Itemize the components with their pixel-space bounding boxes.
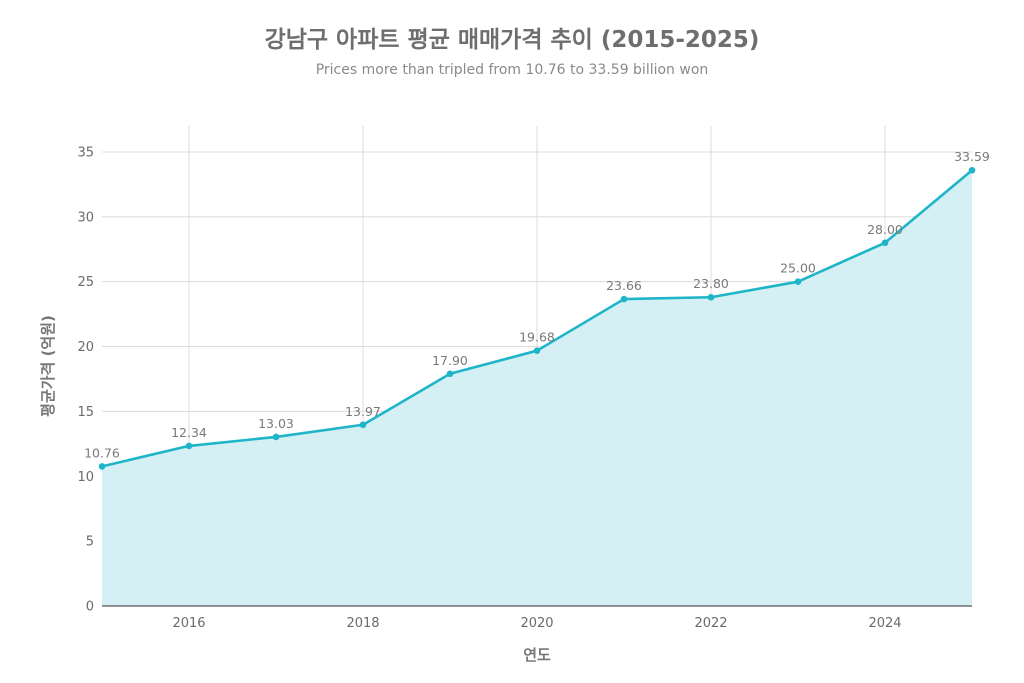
x-tick-label: 2020 [520,616,553,631]
data-point [707,293,715,301]
chart-title: 강남구 아파트 평균 매매가격 추이 (2015-2025) [264,27,760,53]
y-axis-title: 평균가격 (억원) [39,315,57,417]
data-point [98,463,106,470]
y-tick-label: 30 [77,210,94,225]
data-label: 17.90 [432,353,468,368]
data-point [620,295,628,303]
y-tick-label: 0 [86,600,94,615]
x-tick-label: 2024 [868,616,901,631]
data-label: 23.80 [693,276,729,291]
y-tick-label: 20 [77,340,94,355]
data-point [533,347,541,354]
x-axis-title: 연도 [523,646,551,664]
y-tick-label: 5 [86,535,94,550]
data-label: 28.00 [867,222,903,237]
data-label: 13.03 [258,416,294,431]
x-tick-label: 2022 [694,616,727,631]
y-tick-label: 15 [77,405,94,420]
data-point [881,239,889,247]
data-labels: 10.76 12.34 13.03 13.97 17.90 19.68 23.66 23.80… [84,149,990,460]
area-fill [102,170,972,607]
data-label: 13.97 [345,404,381,419]
data-point [794,278,802,285]
y-tick-label: 10 [77,470,94,485]
y-tick-label: 35 [77,145,94,160]
data-label: 25.00 [780,261,816,276]
data-point [272,433,280,441]
data-points [98,166,976,470]
data-point [446,370,454,378]
y-tick-label: 25 [77,275,94,290]
data-label: 10.76 [84,445,120,460]
data-label: 12.34 [171,425,207,440]
chart-subtitle: Prices more than tripled from 10.76 to 3… [315,62,709,78]
data-label: 19.68 [519,330,555,345]
axes: 0 5 10 15 20 25 30 35 2016 2018 2020 2022 2024 [77,145,972,631]
data-label: 23.66 [606,278,642,293]
x-tick-label: 2016 [172,616,205,631]
data-label: 33.59 [954,149,990,164]
data-point [968,166,976,174]
data-point [359,421,367,429]
data-point [185,442,193,450]
x-tick-label: 2018 [346,616,379,631]
